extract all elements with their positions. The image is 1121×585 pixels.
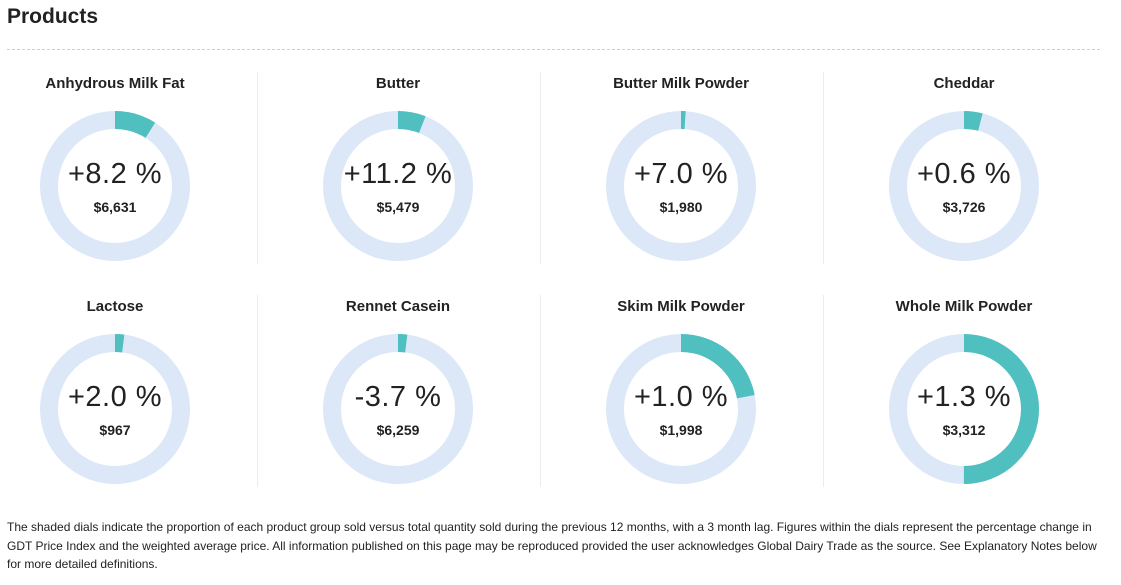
product-dials-grid: Anhydrous Milk Fat +8.2 % $6,631 Butter …	[0, 60, 1121, 506]
dial-share-arc	[40, 111, 190, 261]
product-dial: +1.0 % $1,998	[605, 333, 757, 485]
product-card: Butter +11.2 % $5,479	[257, 60, 540, 283]
average-price: $3,726	[942, 199, 986, 215]
price-change: +7.0 %	[633, 158, 729, 190]
dial-ring	[323, 334, 473, 484]
title-divider	[7, 49, 1100, 50]
product-name: Butter	[375, 75, 421, 92]
product-card: Lactose +2.0 % $967	[0, 283, 257, 506]
average-price: $967	[99, 422, 131, 438]
product-dial: +11.2 % $5,479	[322, 110, 474, 262]
dial-ring	[40, 111, 190, 261]
product-dial: +8.2 % $6,631	[39, 110, 191, 262]
dial-ring	[323, 111, 473, 261]
dial-ring	[889, 111, 1039, 261]
dial-share-arc	[323, 111, 473, 261]
product-name: Skim Milk Powder	[617, 298, 745, 315]
average-price: $6,259	[376, 422, 420, 438]
dial-ring	[40, 334, 190, 484]
product-dial: +1.3 % $3,312	[888, 333, 1040, 485]
price-change: -3.7 %	[354, 381, 442, 413]
price-change: +1.0 %	[633, 381, 729, 413]
dial-ring	[889, 334, 1039, 484]
product-card: Cheddar +0.6 % $3,726	[823, 60, 1106, 283]
dial-share-arc	[889, 334, 1039, 484]
product-name: Lactose	[86, 298, 144, 315]
product-card: Rennet Casein -3.7 % $6,259	[257, 283, 540, 506]
product-card: Whole Milk Powder +1.3 % $3,312	[823, 283, 1106, 506]
price-change: +2.0 %	[67, 381, 163, 413]
dial-share-arc	[889, 111, 1039, 261]
price-change: +0.6 %	[916, 158, 1012, 190]
footnote-text: The shaded dials indicate the proportion…	[7, 520, 1097, 571]
average-price: $1,998	[659, 422, 703, 438]
dial-share-arc	[40, 334, 190, 484]
product-dial: +7.0 % $1,980	[605, 110, 757, 262]
price-change: +1.3 %	[916, 381, 1012, 413]
average-price: $3,312	[942, 422, 986, 438]
section-title: Products	[7, 5, 99, 28]
product-name: Whole Milk Powder	[895, 298, 1033, 315]
price-change: +8.2 %	[67, 158, 163, 190]
dial-row-1: Anhydrous Milk Fat +8.2 % $6,631 Butter …	[0, 60, 1121, 283]
average-price: $6,631	[93, 199, 137, 215]
product-card: Anhydrous Milk Fat +8.2 % $6,631	[0, 60, 257, 283]
dial-row-2: Lactose +2.0 % $967 Rennet Casein -3.7 %…	[0, 283, 1121, 506]
average-price: $1,980	[659, 199, 703, 215]
price-change: +11.2 %	[343, 158, 453, 190]
dial-share-arc	[606, 334, 756, 484]
product-dial: +0.6 % $3,726	[888, 110, 1040, 262]
average-price: $5,479	[376, 199, 420, 215]
product-card: Skim Milk Powder +1.0 % $1,998	[540, 283, 823, 506]
product-card: Butter Milk Powder +7.0 % $1,980	[540, 60, 823, 283]
product-dial: -3.7 % $6,259	[322, 333, 474, 485]
dial-share-arc	[323, 334, 473, 484]
product-name: Rennet Casein	[345, 298, 451, 315]
product-name: Butter Milk Powder	[613, 75, 749, 92]
dial-ring	[606, 111, 756, 261]
product-dial: +2.0 % $967	[39, 333, 191, 485]
dial-share-arc	[606, 111, 756, 261]
dial-ring	[606, 334, 756, 484]
product-name: Cheddar	[933, 75, 995, 92]
product-name: Anhydrous Milk Fat	[45, 75, 185, 92]
